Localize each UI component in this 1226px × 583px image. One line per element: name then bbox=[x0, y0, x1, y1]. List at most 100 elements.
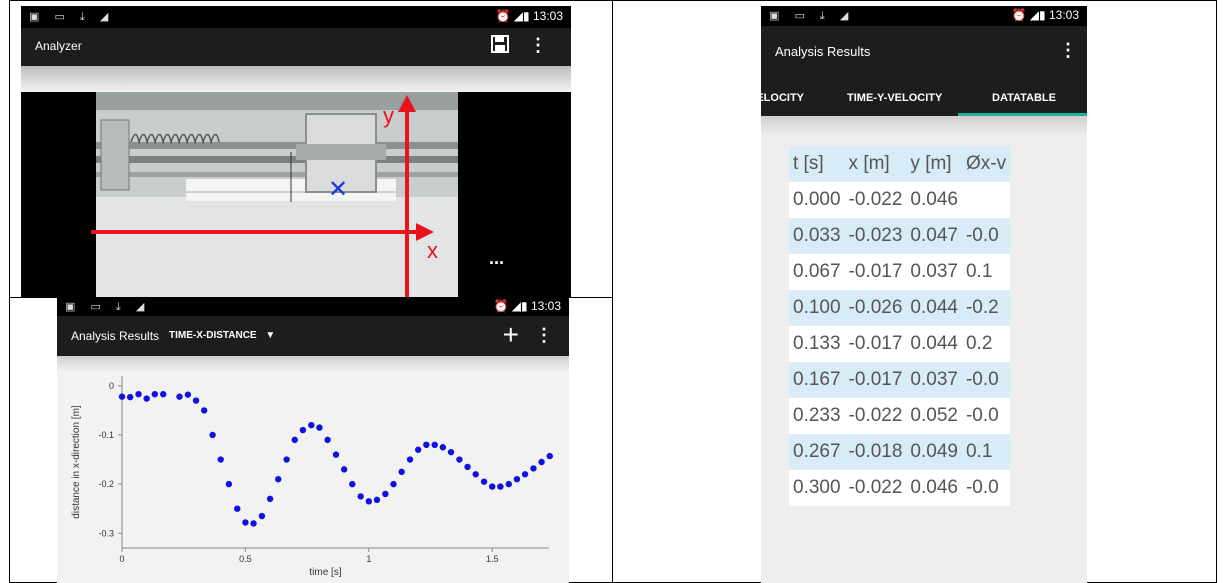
tab-time-y-velocity[interactable]: TIME-Y-VELOCITY bbox=[847, 92, 943, 104]
table-cell: -0.0 bbox=[961, 362, 1011, 398]
data-point bbox=[489, 483, 496, 490]
data-point bbox=[423, 441, 430, 448]
data-point bbox=[497, 483, 504, 490]
table-row[interactable]: 0.300 -0.022 0.046 -0.0 bbox=[789, 470, 1011, 506]
data-point bbox=[546, 452, 553, 460]
table-cell: 0.037 bbox=[906, 254, 962, 290]
table-cell: 0.052 bbox=[906, 398, 962, 434]
table-row[interactable]: 0.133 -0.017 0.044 0.2 bbox=[789, 326, 1011, 362]
data-point bbox=[151, 390, 159, 398]
table-cell: 0.000 bbox=[789, 182, 845, 218]
status-right-icons: ⏰ ◢▮ bbox=[493, 299, 528, 313]
app-title: Analyzer bbox=[35, 39, 82, 53]
status-time: 13:03 bbox=[532, 9, 563, 23]
chart-type-dropdown[interactable]: TIME-X-DISTANCE ▼ bbox=[169, 330, 275, 341]
chart-screen: ▣ ▭ ⤓ ◢ ⏰ ◢▮ 13:03 Analysis Results TIME… bbox=[57, 298, 569, 583]
table-cell: 0.1 bbox=[961, 434, 1011, 470]
coordinate-axes[interactable] bbox=[91, 92, 491, 297]
data-point bbox=[439, 444, 447, 451]
table-cell: -0.0 bbox=[961, 218, 1011, 254]
x-tick-label: 1.5 bbox=[486, 554, 499, 564]
distance-chart[interactable]: 0 0.5 1 1.5 0 -0.1 -0.2 -0.3 time [s] distance in… bbox=[57, 358, 569, 583]
app-bar-shadow bbox=[21, 66, 571, 92]
marker-cross-icon: ✕ bbox=[328, 176, 349, 203]
add-icon[interactable]: + bbox=[502, 319, 519, 350]
data-point bbox=[283, 456, 290, 463]
data-point bbox=[176, 393, 183, 400]
cell-divider bbox=[9, 297, 613, 298]
table-cell: 0.049 bbox=[906, 434, 962, 470]
overflow-menu-icon[interactable]: ⋮ bbox=[1059, 40, 1077, 60]
data-point bbox=[456, 456, 463, 463]
table-cell: 0.046 bbox=[906, 182, 962, 218]
video-frame[interactable]: ✕ bbox=[96, 92, 458, 297]
table-cell: -0.023 bbox=[844, 218, 907, 254]
data-point bbox=[464, 463, 471, 471]
dropdown-arrow-icon: ▼ bbox=[265, 330, 276, 341]
table-row[interactable]: 0.033 -0.023 0.047 -0.0 bbox=[789, 218, 1011, 254]
data-point bbox=[530, 465, 537, 472]
table-cell: 0.2 bbox=[961, 326, 1011, 362]
save-icon[interactable] bbox=[491, 35, 509, 58]
overflow-menu-icon[interactable]: ⋮ bbox=[535, 325, 553, 345]
axis-y-label: y bbox=[383, 103, 394, 128]
data-point bbox=[160, 390, 167, 398]
status-icons: ▣ ▭ ⤓ ◢ bbox=[769, 10, 855, 22]
status-right-icons: ⏰ ◢▮ bbox=[495, 9, 530, 23]
tab-datatable[interactable]: DATATABLE bbox=[992, 92, 1056, 104]
status-time: 13:03 bbox=[1048, 8, 1079, 22]
data-point bbox=[365, 498, 373, 505]
table-cell: -0.2 bbox=[961, 290, 1011, 326]
data-point bbox=[308, 421, 315, 429]
data-point bbox=[414, 446, 422, 453]
data-point bbox=[225, 480, 233, 488]
table-header-cell: y [m] bbox=[906, 146, 962, 182]
table-cell: -0.017 bbox=[844, 362, 907, 398]
table-cell: 0.167 bbox=[789, 362, 845, 398]
status-icons: ▣ ▭ ⤓ ◢ bbox=[65, 301, 151, 313]
table-cell: 0.037 bbox=[906, 362, 962, 398]
table-header-cell: t [s] bbox=[789, 146, 845, 182]
data-point bbox=[118, 393, 126, 400]
active-tab-indicator bbox=[958, 113, 1087, 116]
table-cell: -0.0 bbox=[961, 470, 1011, 506]
table-cell: 0.300 bbox=[789, 470, 845, 506]
x-tick-label: 1 bbox=[366, 554, 371, 564]
data-point bbox=[349, 480, 356, 488]
y-axis-label: distance in x-direction [m] bbox=[71, 405, 82, 519]
table-header-cell: x [m] bbox=[844, 146, 907, 182]
data-point bbox=[480, 478, 488, 485]
table-row[interactable]: 0.100 -0.026 0.044 -0.2 bbox=[789, 290, 1011, 326]
data-point bbox=[505, 480, 512, 488]
data-point bbox=[382, 490, 389, 498]
table-row[interactable]: 0.067 -0.017 0.037 0.1 bbox=[789, 254, 1011, 290]
data-point bbox=[250, 520, 257, 527]
data-point bbox=[521, 471, 529, 478]
table-cell: 0.044 bbox=[906, 290, 962, 326]
table-row[interactable]: 0.233 -0.022 0.052 -0.0 bbox=[789, 398, 1011, 434]
tab-bar: VELOCITY TIME-Y-VELOCITY DATATABLE bbox=[761, 72, 1087, 116]
table-row[interactable]: 0.167 -0.017 0.037 -0.0 bbox=[789, 362, 1011, 398]
table-cell: -0.022 bbox=[844, 470, 907, 506]
analyzer-screen: ▣ ▭ ⤓ ◢ ⏰ ◢▮ 13:03 Analyzer ⋮ ✕ bbox=[21, 6, 571, 297]
data-point bbox=[192, 397, 200, 404]
table-cell: 0.133 bbox=[789, 326, 845, 362]
data-point bbox=[143, 395, 150, 402]
y-tick-label: -0.2 bbox=[98, 479, 114, 489]
more-options-button[interactable]: ... bbox=[489, 248, 505, 268]
overflow-menu-icon[interactable]: ⋮ bbox=[529, 35, 547, 55]
data-point bbox=[373, 496, 381, 504]
data-point bbox=[513, 476, 521, 483]
data-point bbox=[242, 519, 249, 526]
data-point bbox=[406, 456, 414, 463]
table-row[interactable]: 0.267 -0.018 0.049 0.1 bbox=[789, 434, 1011, 470]
table-cell: 0.046 bbox=[906, 470, 962, 506]
table-row[interactable]: 0.000 -0.022 0.046 bbox=[789, 182, 1011, 218]
tab-velocity[interactable]: VELOCITY bbox=[761, 92, 805, 104]
data-point bbox=[135, 390, 142, 398]
data-point bbox=[431, 441, 438, 448]
app-bar: Analysis Results TIME-X-DISTANCE ▼ + ⋮ bbox=[57, 316, 569, 356]
data-point bbox=[200, 407, 208, 414]
data-table-container[interactable]: t [s] x [m] y [m] Øx-v 0.000 -0.022 0.046 0.033… bbox=[789, 146, 1056, 530]
dropdown-label: TIME-X-DISTANCE bbox=[169, 330, 257, 341]
